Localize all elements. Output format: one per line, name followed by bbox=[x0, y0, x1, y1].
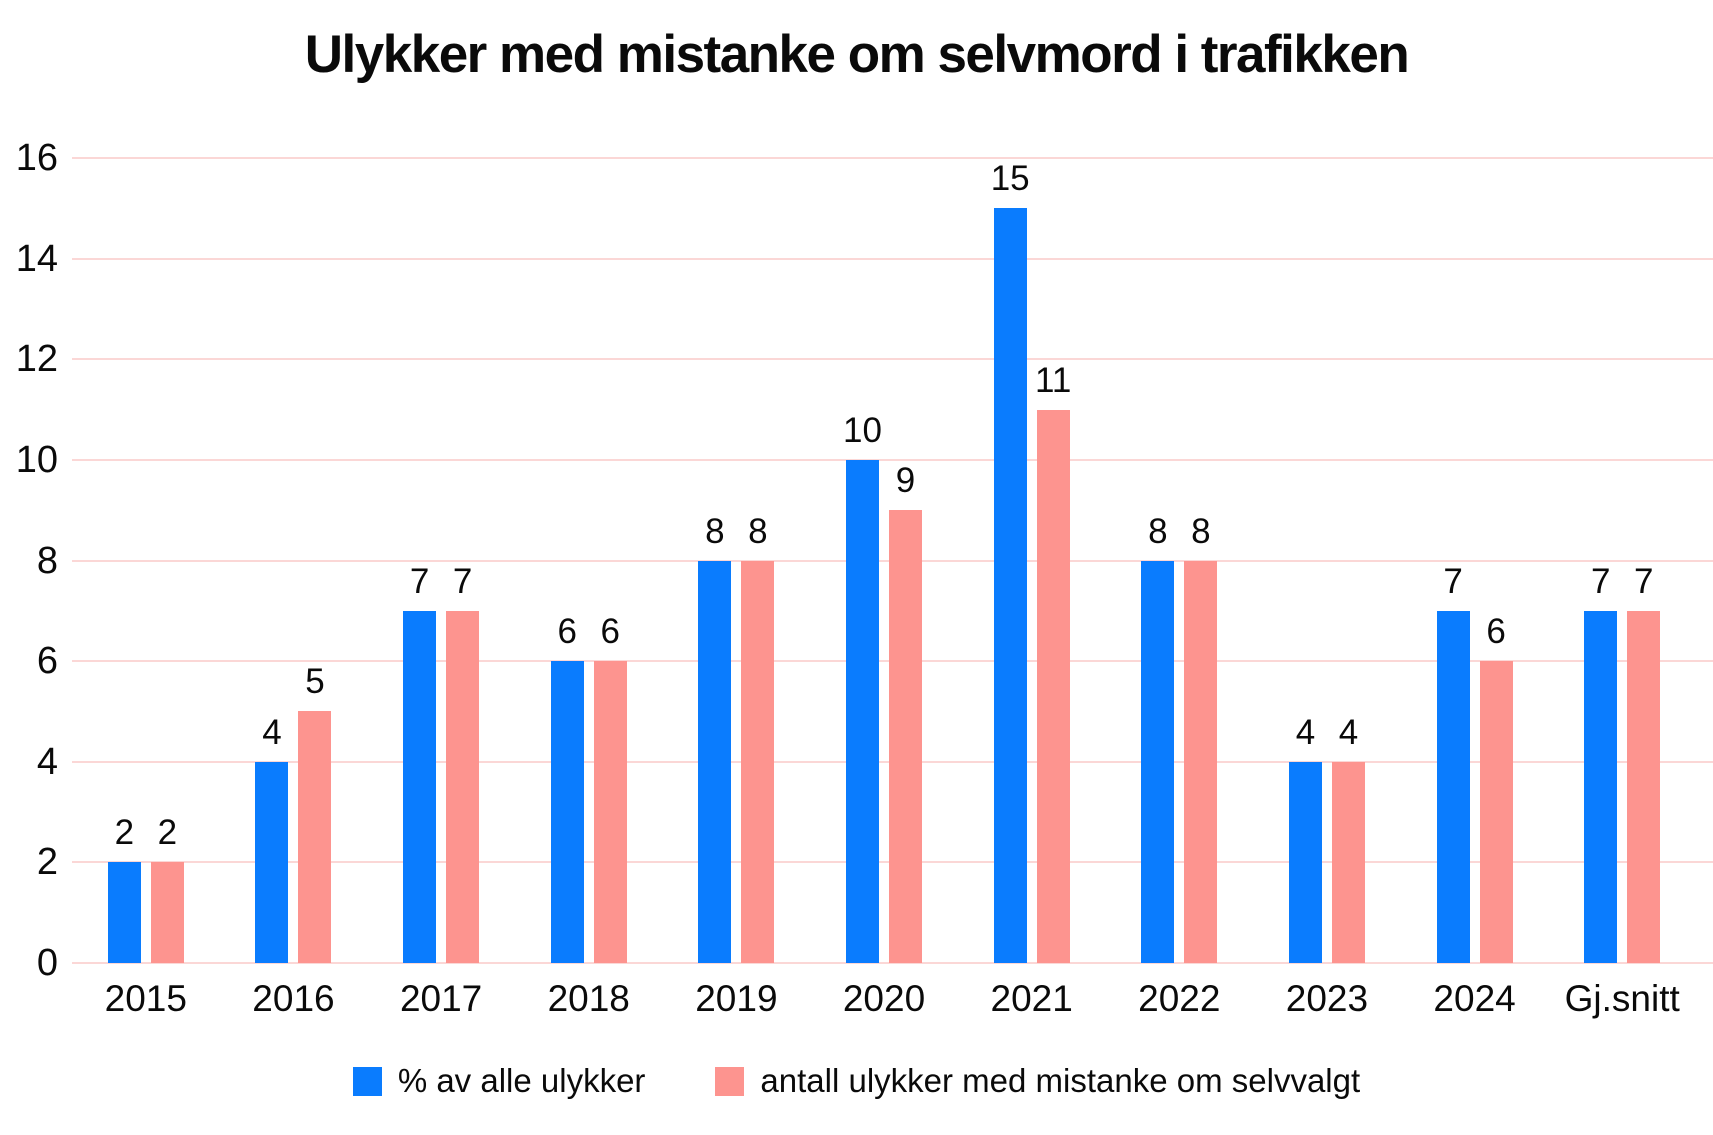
bar-series-2: 7 bbox=[446, 564, 480, 963]
bar-series-2: 9 bbox=[889, 463, 923, 963]
bar-series-2: 8 bbox=[1184, 514, 1218, 963]
y-tick-label: 16 bbox=[15, 137, 58, 179]
bar-series-2: 4 bbox=[1331, 715, 1365, 963]
y-tick-label: 14 bbox=[15, 237, 58, 280]
y-tick-label: 10 bbox=[15, 438, 58, 481]
bar-value-label: 6 bbox=[557, 612, 577, 652]
bar-series-1: 10 bbox=[843, 413, 882, 963]
bar-series-1: 4 bbox=[1288, 715, 1322, 963]
bar-value-label: 8 bbox=[748, 511, 768, 551]
gridline bbox=[72, 458, 1713, 461]
bar-value-label: 7 bbox=[1443, 561, 1463, 601]
bar-series-2: 6 bbox=[593, 614, 627, 963]
x-tick-label: 2020 bbox=[842, 978, 926, 1019]
bar-value-label: 4 bbox=[262, 712, 282, 752]
bar-value-label: 4 bbox=[1338, 712, 1359, 752]
bar-value-label: 9 bbox=[895, 461, 916, 501]
bar-series-2: 5 bbox=[298, 664, 332, 963]
y-tick-label: 8 bbox=[36, 539, 58, 582]
legend-swatch bbox=[352, 1066, 382, 1096]
bar-series-1: 8 bbox=[1141, 514, 1175, 963]
x-axis-labels: 2015 2016 2017 2018 2019 2020 2021 2022 2023 2024… bbox=[72, 978, 1696, 1020]
gridline bbox=[72, 358, 1713, 361]
x-tick-label: 2018 bbox=[547, 978, 630, 1019]
gridline bbox=[72, 257, 1713, 260]
bar-value-label: 8 bbox=[705, 511, 725, 551]
legend-label: antall ulykker med mistanke om selvvalgt bbox=[760, 1062, 1361, 1099]
bar-series-1: 2 bbox=[107, 815, 141, 963]
x-tick-label: 2021 bbox=[990, 978, 1073, 1019]
bar-value-label: 5 bbox=[305, 662, 325, 702]
bar-series-1: 8 bbox=[698, 514, 732, 963]
x-tick-label: 2017 bbox=[399, 978, 483, 1019]
bar-series-1: 7 bbox=[403, 564, 437, 963]
gridline bbox=[72, 962, 1713, 964]
bar-value-label: 15 bbox=[990, 159, 1030, 199]
bar-series-2: 2 bbox=[150, 815, 184, 963]
y-tick-label: 6 bbox=[36, 640, 58, 683]
x-tick-label: 2023 bbox=[1285, 978, 1369, 1019]
gridline bbox=[72, 157, 1713, 159]
bar-series-2: 8 bbox=[741, 514, 775, 963]
plot-area: 0 2 4 6 8 10 12 14 16 2 2 4 5 7 7 6 6 8 8 10 9 15 11 8 8 4 4 7 6 7 7 bbox=[16, 139, 1713, 982]
y-tick-label: 2 bbox=[36, 841, 58, 884]
chart-title: Ulykker med mistanke om selvmord i trafi… bbox=[304, 25, 1410, 84]
x-tick-label: 2022 bbox=[1138, 978, 1221, 1019]
bar-series-1: 15 bbox=[991, 161, 1030, 963]
bar-group: 15 11 bbox=[958, 158, 1106, 963]
legend-item: antall ulykker med mistanke om selvvalgt bbox=[715, 1062, 1360, 1100]
bar-series-2: 11 bbox=[1035, 363, 1071, 963]
x-tick-label: 2019 bbox=[695, 978, 778, 1019]
y-tick-label: 0 bbox=[36, 942, 58, 984]
x-tick-label: 2015 bbox=[104, 978, 187, 1019]
bar-value-label: 4 bbox=[1295, 712, 1316, 752]
bar-value-label: 7 bbox=[1590, 561, 1611, 601]
bar-series-2: 7 bbox=[1627, 564, 1661, 963]
x-tick-label: 2024 bbox=[1433, 978, 1516, 1019]
bar-series-1: 7 bbox=[1436, 564, 1470, 963]
bar-series-1: 4 bbox=[255, 715, 289, 963]
x-tick-label: Gj.snitt bbox=[1564, 978, 1680, 1019]
bar-series-1: 6 bbox=[550, 614, 584, 963]
bar-value-label: 7 bbox=[1633, 561, 1654, 601]
bar-groups: 2 2 4 5 7 7 6 6 8 8 10 9 15 11 8 8 4 4 7 6 7 7 bbox=[72, 158, 1696, 963]
legend: % av alle ulykker antall ulykker med mist… bbox=[0, 1062, 1713, 1100]
legend-swatch bbox=[715, 1066, 745, 1096]
y-tick-label: 4 bbox=[36, 740, 58, 783]
legend-label: % av alle ulykker bbox=[397, 1062, 646, 1099]
bar-value-label: 11 bbox=[1034, 360, 1072, 400]
bar-group: 10 9 bbox=[810, 158, 958, 963]
bar-value-label: 7 bbox=[452, 561, 473, 601]
bar-series-1: 7 bbox=[1584, 564, 1618, 963]
legend-item: % av alle ulykker bbox=[352, 1062, 646, 1100]
bar-value-label: 8 bbox=[1148, 511, 1168, 551]
y-tick-label: 12 bbox=[15, 338, 58, 381]
bar-value-label: 2 bbox=[114, 813, 135, 853]
bar-value-label: 7 bbox=[409, 561, 430, 601]
bar-value-label: 10 bbox=[843, 410, 882, 450]
bar-series-2: 6 bbox=[1479, 614, 1513, 963]
bar-value-label: 2 bbox=[157, 813, 178, 853]
bar-value-label: 6 bbox=[1486, 612, 1506, 652]
bar-value-label: 8 bbox=[1191, 511, 1211, 551]
x-tick-label: 2016 bbox=[252, 978, 335, 1019]
bar-value-label: 6 bbox=[600, 612, 620, 652]
